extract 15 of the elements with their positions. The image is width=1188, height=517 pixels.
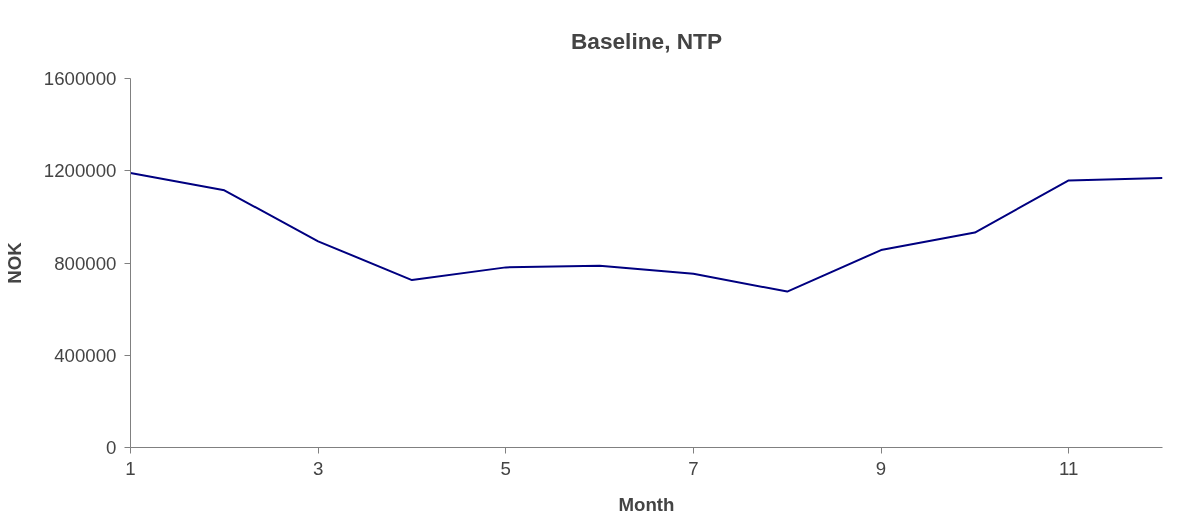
x-tick-label: 11	[1059, 457, 1079, 479]
x-tick-label: 1	[125, 457, 136, 479]
x-axis-title: Month	[618, 493, 675, 515]
y-tick-label: 400000	[54, 344, 117, 366]
y-tick-label: 1600000	[43, 68, 117, 89]
x-tick-label: 7	[688, 457, 699, 479]
y-axis-title: NOK	[3, 241, 25, 284]
line-series	[130, 172, 1163, 293]
x-tick-label: 5	[500, 457, 511, 479]
y-tick-label: 0	[106, 437, 117, 458]
y-tick-label: 800000	[54, 252, 117, 274]
y-tick-label: 1200000	[43, 160, 117, 182]
x-tick-label: 9	[875, 457, 887, 479]
chart-title: Baseline, NTP	[570, 27, 723, 54]
x-tick-label: 3	[312, 457, 324, 479]
